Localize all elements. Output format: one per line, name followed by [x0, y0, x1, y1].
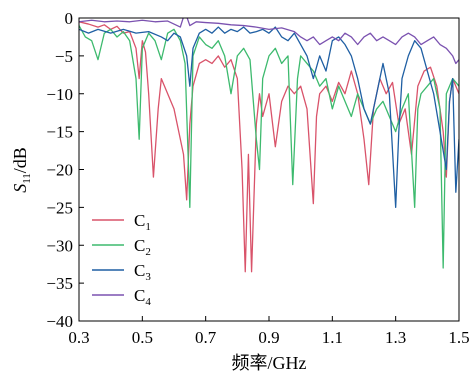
legend: C1 C2 C3 C4	[92, 211, 151, 308]
legend-label-c2: C2	[134, 236, 151, 258]
x-tick-label: 1.3	[385, 328, 406, 347]
x-tick-label: 0.7	[195, 328, 217, 347]
x-tick-label: 0.3	[68, 328, 89, 347]
legend-label-c3: C3	[134, 261, 151, 283]
y-tick-label: −15	[46, 123, 73, 142]
series-line-c3	[79, 26, 459, 209]
series-line-c4	[79, 18, 459, 65]
x-tick-label: 0.5	[132, 328, 153, 347]
x-tick-label: 1.5	[448, 328, 469, 347]
legend-label-c1: C1	[134, 211, 151, 233]
x-tick-label: 0.9	[258, 328, 279, 347]
ticks-layer: 0.3 0.5 0.7 0.9 1.1 1.3 1.5 0 −5 −10 −15 −20 −25 −30 −…	[46, 9, 469, 347]
x-tick-label: 1.1	[322, 328, 343, 347]
series-line-c1	[79, 21, 459, 273]
y-axis-label: S11/dB	[10, 147, 33, 193]
series-layer	[79, 18, 459, 273]
y-tick-label: −10	[46, 85, 73, 104]
y-tick-label: 0	[65, 9, 74, 28]
y-tick-label: −5	[55, 47, 73, 66]
y-tick-label: −25	[46, 198, 73, 217]
y-tick-label: −20	[46, 161, 73, 180]
y-tick-label: −35	[46, 274, 73, 293]
y-tick-label: −40	[46, 312, 73, 331]
x-axis-label: 频率/GHz	[232, 353, 307, 373]
legend-label-c4: C4	[134, 286, 151, 308]
y-tick-label: −30	[46, 236, 73, 255]
series-line-c2	[79, 25, 459, 269]
